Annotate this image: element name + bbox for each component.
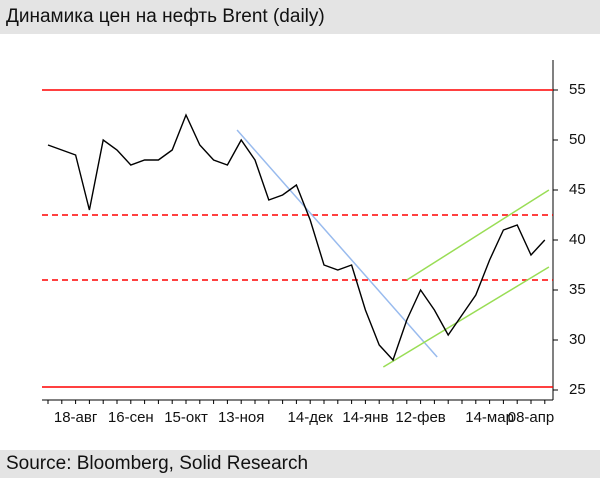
x-tick-label: 13-ноя (218, 409, 264, 426)
x-tick-label: 16-сен (108, 409, 154, 426)
x-tick-label: 08-апр (508, 409, 555, 426)
y-tick-label: 40 (569, 231, 586, 248)
y-tick-label: 45 (569, 181, 586, 198)
source-bar (0, 450, 600, 478)
title-bar (0, 0, 600, 34)
y-tick-label: 25 (569, 381, 586, 398)
x-tick-label: 18-авг (54, 409, 98, 426)
y-tick-label: 50 (569, 131, 586, 148)
x-tick-label: 15-окт (164, 409, 208, 426)
x-tick-label: 14-мар (465, 409, 514, 426)
y-tick-label: 55 (569, 81, 586, 98)
x-tick-label: 12-фев (395, 409, 445, 426)
y-tick-label: 35 (569, 281, 586, 298)
trend-line (406, 189, 550, 281)
chart-title: Динамика цен на нефть Brent (daily) (6, 6, 325, 27)
price-line (47, 113, 546, 362)
y-tick-label: 30 (569, 331, 586, 348)
trend-line (382, 266, 550, 368)
x-tick-label: 14-янв (342, 409, 388, 426)
source: Source: Bloomberg, Solid Research (6, 453, 308, 474)
x-tick-label: 14-дек (288, 409, 334, 426)
trend-line (236, 129, 438, 358)
